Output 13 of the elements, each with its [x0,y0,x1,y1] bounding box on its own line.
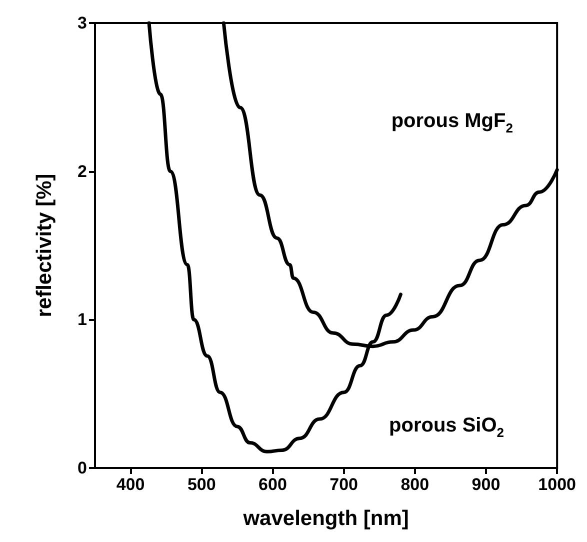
x-tick-label: 400 [116,475,145,494]
y-tick-label: 3 [78,14,87,32]
x-tick-label: 900 [472,475,500,494]
x-tick-label: 1000 [538,475,576,494]
x-tick-label: 500 [187,475,216,494]
y-axis-title: reflectivity [%] [33,174,56,318]
y-tick-label: 2 [78,162,87,181]
x-tick-label: 600 [258,475,287,494]
x-tick-label: 800 [400,475,430,494]
x-tick-label: 700 [330,475,358,494]
x-axis-title: wavelength [nm] [242,507,409,530]
y-tick-label: 0 [78,458,87,478]
y-tick-label: 1 [78,310,87,330]
